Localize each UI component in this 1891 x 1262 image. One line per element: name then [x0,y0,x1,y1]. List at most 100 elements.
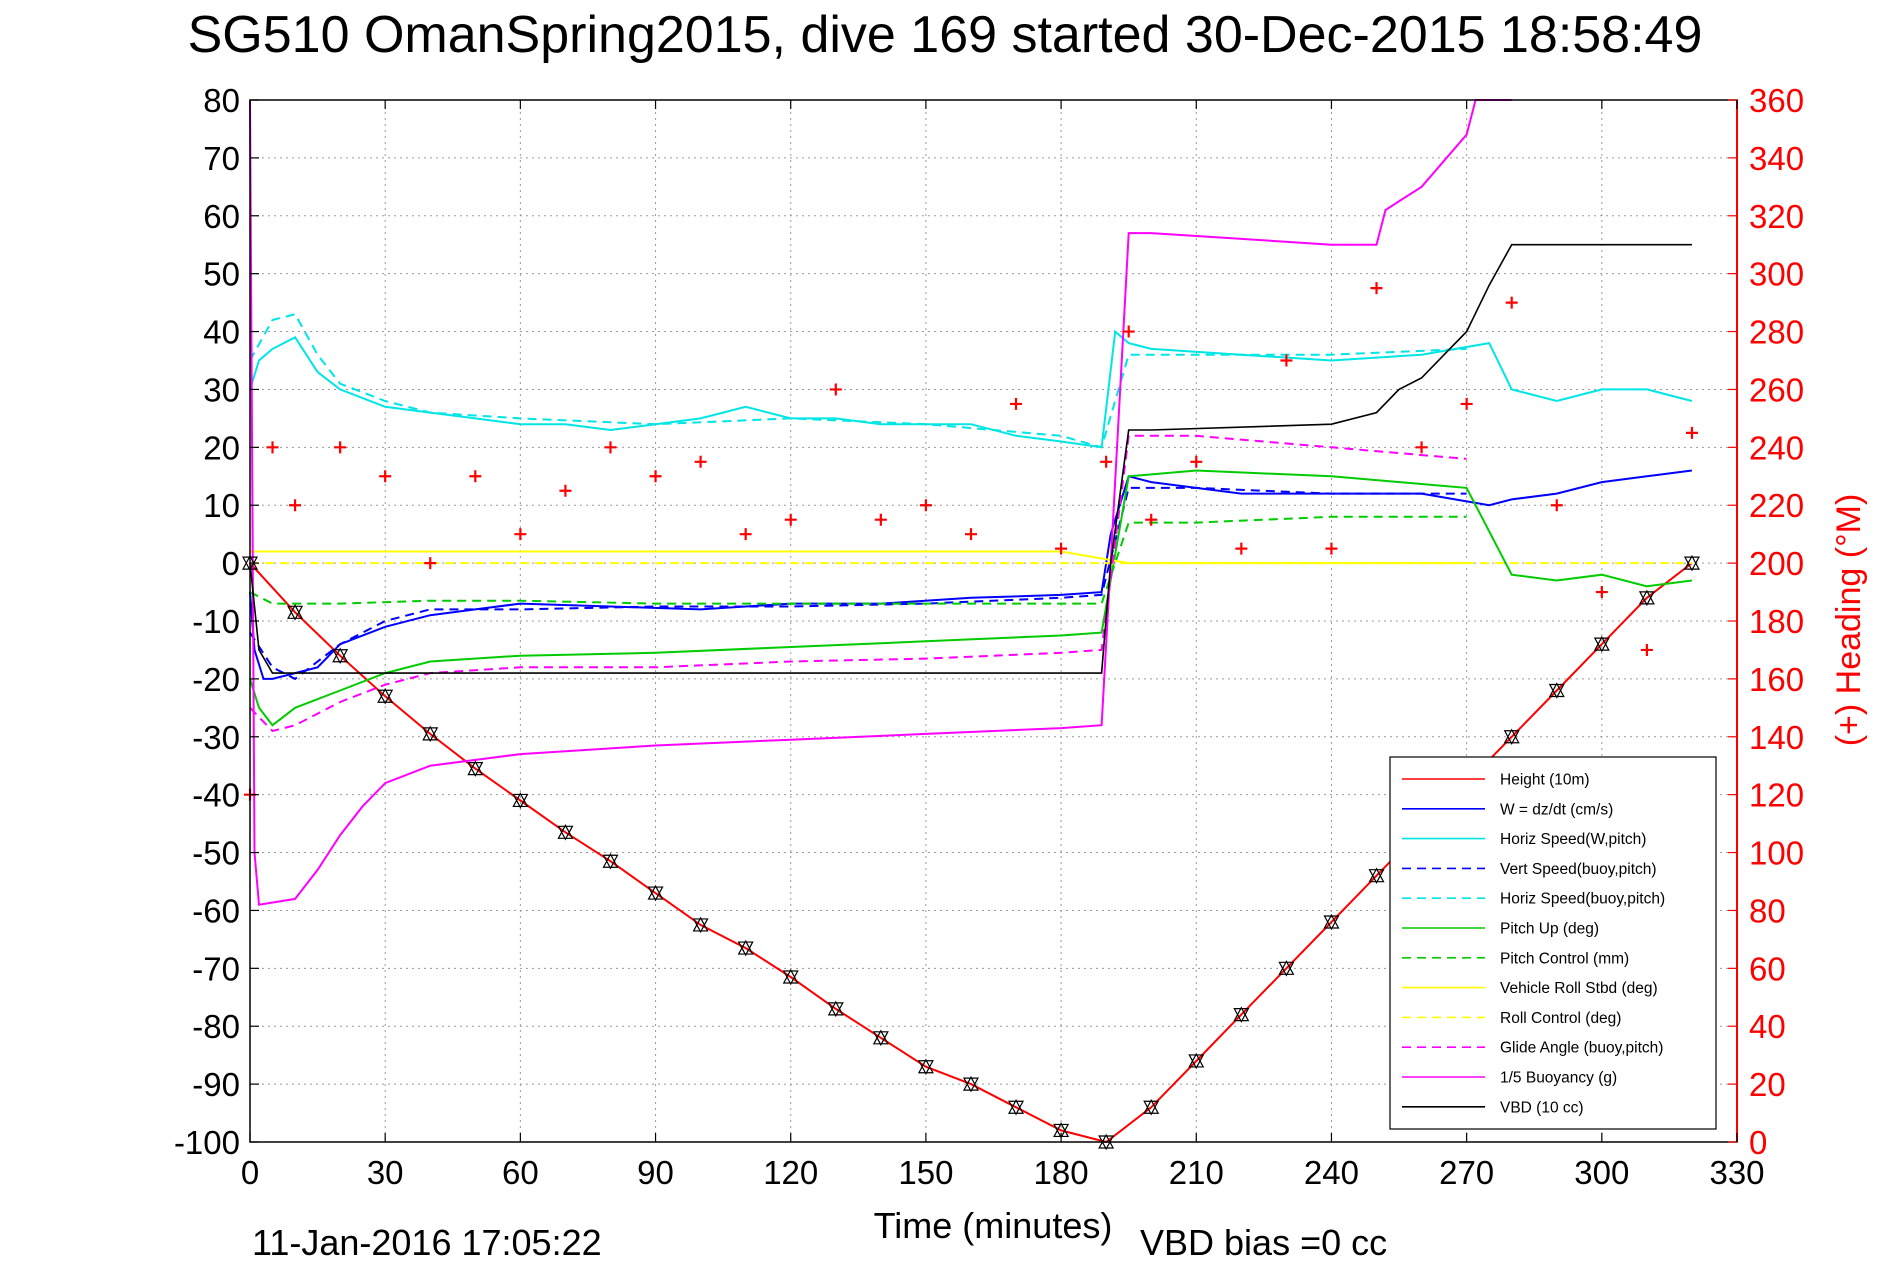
heading-marker [1595,586,1608,599]
y-right-tick-label: 300 [1749,256,1804,293]
height-marker [1683,554,1700,572]
legend-label: Horiz Speed(W,pitch) [1500,831,1646,848]
heading-marker [1280,354,1293,367]
y-tick-label: -100 [174,1124,240,1161]
y-right-tick-label: 20 [1749,1066,1786,1103]
legend-label: Vert Speed(buoy,pitch) [1500,861,1657,878]
x-axis: 0 30 60 90 120 150 180 210 240 270 300 330 [241,100,1765,1191]
y-axis-left: 80 70 60 50 40 30 20 10 0 -10 -20 -30 -40 -50 -60 -70 -8… [174,82,259,1161]
x-tick-label: 120 [763,1154,818,1191]
y-right-tick-label: 340 [1749,140,1804,177]
legend-label: Pitch Up (deg) [1500,921,1599,938]
height-marker [737,939,754,957]
y-tick-label: -80 [192,1008,240,1045]
heading-marker [1190,455,1203,468]
y-tick-label: 80 [203,82,240,119]
y-right-tick-label: 0 [1749,1124,1767,1161]
y-tick-label: -50 [192,835,240,872]
x-tick-label: 180 [1034,1154,1089,1191]
heading-marker [1370,282,1383,295]
x-tick-label: 210 [1169,1154,1224,1191]
y-tick-label: -90 [192,1066,240,1103]
timestamp-label: 11-Jan-2016 17:05:22 [252,1222,602,1262]
heading-marker [379,470,392,483]
heading-marker [604,441,617,454]
legend-label: Pitch Control (mm) [1500,950,1629,967]
x-tick-label: 270 [1439,1154,1494,1191]
y-right-tick-label: 200 [1749,545,1804,582]
series-w-dz-dt-cm-s [249,469,1693,680]
heading-marker [739,528,752,541]
y-tick-label: -10 [192,603,240,640]
heading-marker [424,557,437,570]
y-tick-label: 10 [203,487,240,524]
y-tick-label: 30 [203,371,240,408]
y-axis-right: 3603403203002802602402202001801601401201… [1728,82,1804,1161]
chart-title: SG510 OmanSpring2015, dive 169 started 3… [188,6,1703,64]
y-right-tick-label: 360 [1749,82,1804,119]
x-tick-label: 150 [898,1154,953,1191]
height-marker [1593,635,1610,653]
height-marker [1638,589,1655,607]
heading-marker [334,441,347,454]
legend-label: Height (10m) [1500,772,1590,789]
heading-marker [1550,499,1563,512]
height-marker [422,725,439,743]
y-tick-label: 0 [222,545,240,582]
x-axis-label: Time (minutes) [874,1205,1113,1246]
heading-marker [514,528,527,541]
height-marker [1008,1099,1025,1116]
series-pitch-up-deg [249,469,1693,727]
y-right-tick-label: 260 [1749,371,1804,408]
heading-marker [1055,542,1068,555]
y-tick-label: 40 [203,314,240,351]
series-horiz-speed-w-pitch [249,329,1693,449]
heading-marker [874,513,887,526]
legend-label: VBD (10 cc) [1500,1099,1584,1116]
y-tick-label: -30 [192,719,240,756]
series-glide-angle-buoy-pitch [249,434,1467,733]
heading-marker [919,499,932,512]
height-marker [602,852,619,870]
legend-label: Horiz Speed(buoy,pitch) [1500,891,1665,908]
series-vbd-10-cc [249,243,1692,674]
height-marker [1548,682,1565,699]
height-marker [1368,867,1385,884]
legend: Height (10m) W = dz/dt (cm/s) Horiz Speed(… [1389,756,1717,1130]
height-marker [692,916,709,934]
y-tick-label: 50 [203,256,240,293]
height-marker [647,884,664,902]
y-right-tick-label: 100 [1749,835,1804,872]
height-marker [467,760,484,777]
series-pitch-control-mm [249,515,1467,605]
height-marker [917,1058,934,1076]
y-tick-label: -40 [192,777,240,814]
height-marker [287,604,304,621]
y-tick-label: 70 [203,140,240,177]
legend-label: Roll Control (deg) [1500,1010,1621,1027]
heading-marker [1122,325,1135,338]
height-marker [1188,1052,1205,1070]
height-marker [1278,960,1295,977]
heading-marker [1505,296,1518,309]
heading-marker [1325,542,1338,555]
x-tick-label: 90 [637,1154,674,1191]
height-marker [782,968,799,986]
x-tick-label: 330 [1709,1154,1764,1191]
heading-marker [1685,426,1698,439]
series-horiz-speed-buoy-pitch [249,313,1467,449]
x-tick-label: 300 [1574,1154,1629,1191]
y-right-tick-label: 280 [1749,314,1804,351]
y-tick-label: 60 [203,198,240,235]
y-right-tick-label: 320 [1749,198,1804,235]
y-right-tick-label: 220 [1749,487,1804,524]
heading-marker [1235,542,1248,555]
height-marker [1503,728,1520,746]
heading-marker [1640,643,1653,656]
height-marker [377,687,394,705]
heading-marker [964,528,977,541]
y-right-tick-label: 180 [1749,603,1804,640]
heading-marker [829,383,842,396]
height-marker [512,792,529,809]
